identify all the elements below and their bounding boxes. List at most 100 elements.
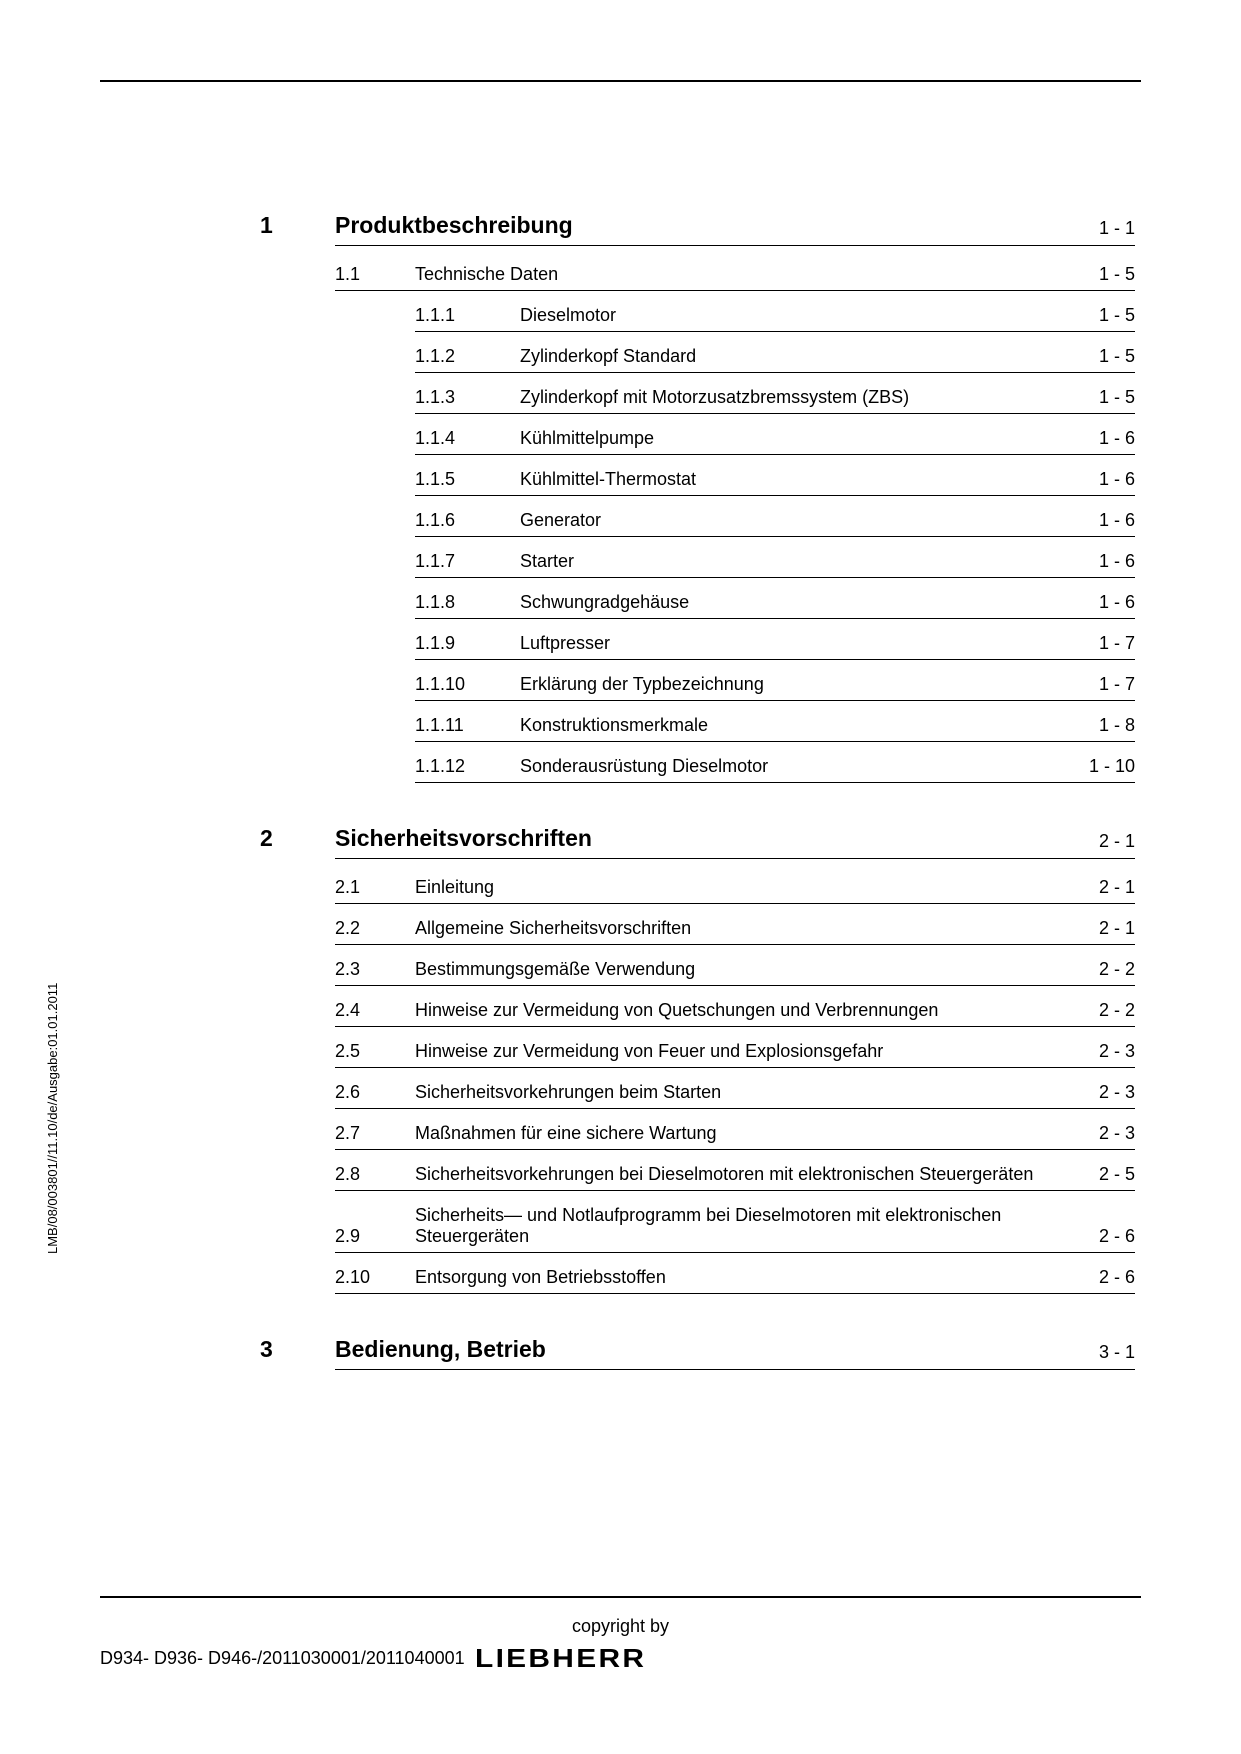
toc-section-page: 2 - 6	[1079, 1226, 1135, 1247]
toc-subsection-number: 1.1.10	[415, 674, 520, 695]
toc-section-number: 1.1	[335, 264, 415, 285]
toc-chapter-title: Bedienung, Betrieb	[335, 1336, 1079, 1363]
toc-section-page: 2 - 5	[1079, 1164, 1135, 1185]
page: 1Produktbeschreibung1 - 1 1.1Technische D…	[0, 0, 1241, 1754]
toc-section-row: 2.8Sicherheitsvorkehrungen bei Dieselmot…	[335, 1164, 1135, 1191]
toc-chapter-number: 3	[260, 1336, 335, 1363]
toc-section-title: Sicherheits— und Notlaufprogramm bei Die…	[415, 1205, 1079, 1247]
toc-subsection-title: Dieselmotor	[520, 305, 1079, 326]
toc-section-number: 2.9	[335, 1226, 415, 1247]
toc-subsection-page: 1 - 5	[1079, 305, 1135, 326]
toc-subsection-title: Kühlmittelpumpe	[520, 428, 1079, 449]
toc-chapter-row: 3Bedienung, Betrieb3 - 1	[335, 1336, 1135, 1370]
footer-rule	[100, 1596, 1141, 1598]
toc-section-row: 2.6Sicherheitsvorkehrungen beim Starten2…	[335, 1082, 1135, 1109]
top-rule	[100, 80, 1141, 82]
toc-section-title: Bestimmungsgemäße Verwendung	[415, 959, 1079, 980]
toc-section-title: Technische Daten	[415, 264, 1079, 285]
toc-section-number: 2.7	[335, 1123, 415, 1144]
toc-section-number: 2.10	[335, 1267, 415, 1288]
brand-logo: LIEBHERR	[475, 1643, 646, 1674]
toc-section-row: 2.5Hinweise zur Vermeidung von Feuer und…	[335, 1041, 1135, 1068]
toc-subsection-title: Zylinderkopf mit Motorzusatzbremssystem …	[520, 387, 1079, 408]
toc-subsection-page: 1 - 10	[1069, 756, 1135, 777]
toc-section-title: Sicherheitsvorkehrungen beim Starten	[415, 1082, 1079, 1103]
toc-subsection-title: Zylinderkopf Standard	[520, 346, 1079, 367]
table-of-contents: 1Produktbeschreibung1 - 1 1.1Technische D…	[335, 212, 1135, 1370]
footer: copyright by D934- D936- D946-/201103000…	[100, 1596, 1141, 1674]
toc-subsection-row: 1.1.3Zylinderkopf mit Motorzusatzbremssy…	[415, 387, 1135, 414]
toc-subsection-row: 1.1.8Schwungradgehäuse1 - 6	[415, 592, 1135, 619]
toc-section-row: 2.7Maßnahmen für eine sichere Wartung2 -…	[335, 1123, 1135, 1150]
toc-section-title: Maßnahmen für eine sichere Wartung	[415, 1123, 1079, 1144]
toc-section-row: 2.1Einleitung2 - 1	[335, 877, 1135, 904]
toc-subsection-block: 1.1.1Dieselmotor1 - 51.1.2Zylinderkopf S…	[415, 305, 1135, 783]
toc-section-title: Allgemeine Sicherheitsvorschriften	[415, 918, 1079, 939]
toc-subsection-number: 1.1.4	[415, 428, 520, 449]
toc-subsection-page: 1 - 8	[1079, 715, 1135, 736]
toc-section-page: 2 - 2	[1079, 1000, 1135, 1021]
toc-section-row: 2.4Hinweise zur Vermeidung von Quetschun…	[335, 1000, 1135, 1027]
toc-subsection-title: Schwungradgehäuse	[520, 592, 1079, 613]
toc-subsection-row: 1.1.7Starter1 - 6	[415, 551, 1135, 578]
toc-subsection-title: Luftpresser	[520, 633, 1079, 654]
toc-subsection-row: 1.1.1Dieselmotor1 - 5	[415, 305, 1135, 332]
toc-section-title: Hinweise zur Vermeidung von Quetschungen…	[415, 1000, 1079, 1021]
toc-subsection-number: 1.1.11	[415, 715, 520, 736]
toc-subsection-row: 1.1.5Kühlmittel-Thermostat1 - 6	[415, 469, 1135, 496]
toc-section-number: 2.8	[335, 1164, 415, 1185]
toc-section-page: 2 - 3	[1079, 1082, 1135, 1103]
toc-subsection-row: 1.1.2Zylinderkopf Standard1 - 5	[415, 346, 1135, 373]
toc-subsection-number: 1.1.12	[415, 756, 520, 777]
toc-section-row: 2.3Bestimmungsgemäße Verwendung2 - 2	[335, 959, 1135, 986]
toc-section-number: 2.1	[335, 877, 415, 898]
toc-section-row: 2.9Sicherheits— und Notlaufprogramm bei …	[335, 1205, 1135, 1253]
toc-section-row: 2.2Allgemeine Sicherheitsvorschriften2 -…	[335, 918, 1135, 945]
toc-subsection-page: 1 - 7	[1079, 633, 1135, 654]
toc-section-page: 2 - 3	[1079, 1123, 1135, 1144]
toc-subsection-page: 1 - 6	[1079, 551, 1135, 572]
toc-chapter-row: 2Sicherheitsvorschriften2 - 1	[335, 825, 1135, 859]
toc-subsection-row: 1.1.6Generator1 - 6	[415, 510, 1135, 537]
toc-section-title: Sicherheitsvorkehrungen bei Dieselmotore…	[415, 1164, 1079, 1185]
toc-subsection-number: 1.1.1	[415, 305, 520, 326]
toc-subsection-title: Sonderausrüstung Dieselmotor	[520, 756, 1069, 777]
toc-section-number: 2.3	[335, 959, 415, 980]
footer-copyright: copyright by	[100, 1616, 1141, 1637]
toc-section-page: 2 - 1	[1079, 918, 1135, 939]
toc-subsection-row: 1.1.12Sonderausrüstung Dieselmotor1 - 10	[415, 756, 1135, 783]
toc-subsection-title: Generator	[520, 510, 1079, 531]
toc-subsection-row: 1.1.4Kühlmittelpumpe1 - 6	[415, 428, 1135, 455]
toc-chapter-page: 2 - 1	[1079, 831, 1135, 852]
toc-subsection-number: 1.1.7	[415, 551, 520, 572]
toc-section-page: 2 - 1	[1079, 877, 1135, 898]
toc-section-page: 2 - 6	[1079, 1267, 1135, 1288]
toc-chapter-row: 1Produktbeschreibung1 - 1	[335, 212, 1135, 246]
toc-subsection-row: 1.1.11Konstruktionsmerkmale1 - 8	[415, 715, 1135, 742]
toc-subsection-page: 1 - 6	[1079, 510, 1135, 531]
toc-section-number: 2.4	[335, 1000, 415, 1021]
toc-chapter-number: 1	[260, 212, 335, 239]
toc-section-page: 2 - 3	[1079, 1041, 1135, 1062]
toc-subsection-title: Kühlmittel-Thermostat	[520, 469, 1079, 490]
toc-subsection-number: 1.1.8	[415, 592, 520, 613]
footer-line: D934- D936- D946-/2011030001/2011040001 …	[100, 1643, 1141, 1674]
toc-subsection-title: Konstruktionsmerkmale	[520, 715, 1079, 736]
toc-section-title: Entsorgung von Betriebsstoffen	[415, 1267, 1079, 1288]
toc-subsection-page: 1 - 5	[1079, 346, 1135, 367]
toc-section-number: 2.2	[335, 918, 415, 939]
toc-subsection-number: 1.1.6	[415, 510, 520, 531]
toc-chapter-page: 3 - 1	[1079, 1342, 1135, 1363]
toc-subsection-number: 1.1.2	[415, 346, 520, 367]
toc-section-page: 1 - 5	[1079, 264, 1135, 285]
toc-subsection-page: 1 - 6	[1079, 592, 1135, 613]
toc-subsection-page: 1 - 5	[1079, 387, 1135, 408]
side-document-id: LMB/08/003801//11.10/de/Ausgabe:01.01.20…	[45, 983, 60, 1254]
toc-section-page: 2 - 2	[1079, 959, 1135, 980]
toc-chapter-number: 2	[260, 825, 335, 852]
toc-section-number: 2.6	[335, 1082, 415, 1103]
toc-subsection-number: 1.1.3	[415, 387, 520, 408]
toc-subsection-page: 1 - 6	[1079, 469, 1135, 490]
toc-subsection-title: Starter	[520, 551, 1079, 572]
toc-section-row: 2.10Entsorgung von Betriebsstoffen2 - 6	[335, 1267, 1135, 1294]
